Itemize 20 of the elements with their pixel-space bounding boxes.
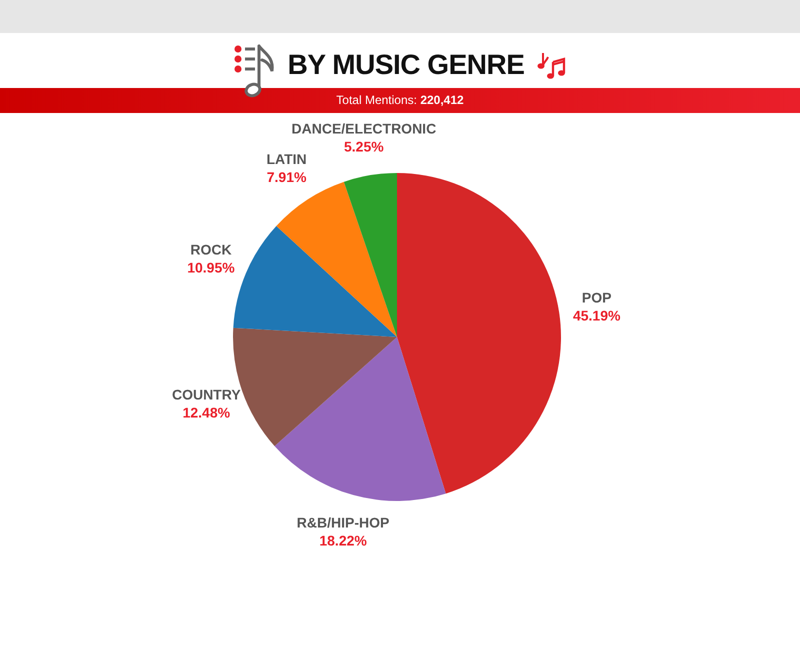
pie-slice (274, 337, 446, 501)
data-label: 7.91% (266, 168, 307, 185)
data-label: 45.19% (572, 308, 621, 324)
slice-label: R&B/HIP-HOP (296, 514, 390, 531)
slice-label: COUNTRY (172, 386, 242, 403)
data-label: 12.48% (182, 404, 231, 421)
data-label: 18.22% (319, 532, 368, 549)
pie-slice (276, 182, 397, 337)
pie-slice (233, 226, 397, 337)
slice-label: POP (582, 290, 612, 306)
data-label: 5.25% (344, 138, 384, 155)
slice-label: ROCK (190, 241, 232, 258)
pie-slice (397, 173, 561, 494)
slice-label: LATIN (266, 150, 307, 167)
subtitle-ribbon: Total Mentions: 220,412 (0, 88, 800, 113)
pie-slice (344, 173, 397, 337)
chart-subtitle: Total Mentions: 220,412 (336, 93, 464, 107)
chart-title: BY MUSIC GENRE (288, 49, 524, 81)
data-label: 10.95% (187, 259, 236, 276)
slice-label: DANCE/ELECTRONIC (292, 120, 436, 137)
